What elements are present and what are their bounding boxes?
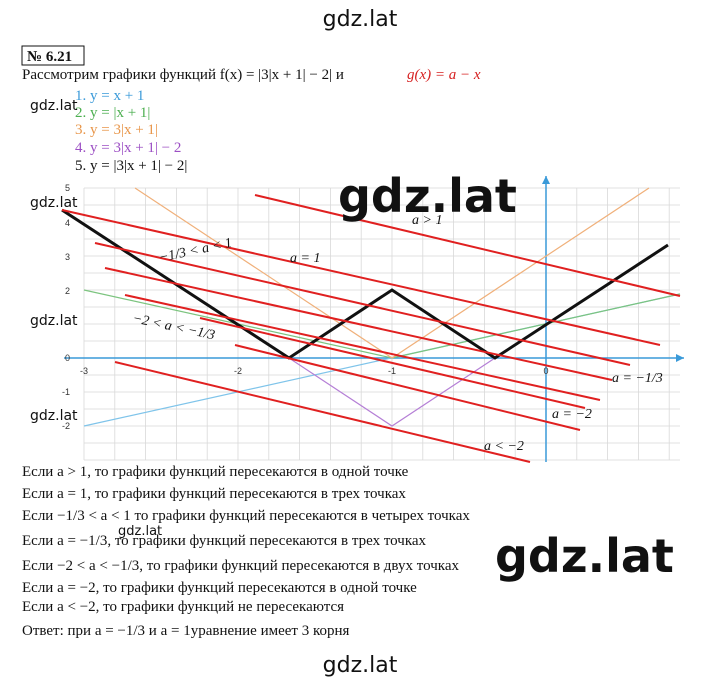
annotation: a = −1/3 — [612, 371, 663, 386]
function: 1. y = x + 1 — [75, 88, 144, 104]
y-tick-label: 2 — [65, 286, 70, 296]
graph-3 — [134, 187, 650, 359]
x-tick-label: 0 — [543, 366, 548, 376]
watermark: gdz.lat — [30, 313, 78, 329]
x-tick-label: -1 — [388, 366, 396, 376]
number-box — [21, 45, 85, 66]
conclusion: Если a = −2, то графики функций пересека… — [22, 580, 417, 596]
graph-4 — [288, 357, 496, 427]
x-tick-label: -3 — [80, 366, 88, 376]
conclusion: Если a < −2, то графики функций не перес… — [22, 599, 344, 615]
function: 3. y = 3|x + 1| — [75, 122, 158, 138]
y-tick-label: -2 — [62, 421, 70, 431]
watermark: gdz.lat — [118, 524, 162, 539]
watermark: gdz.lat — [323, 653, 398, 678]
watermark: gdz.lat — [30, 408, 78, 424]
conclusion: Если −2 < a < −1/3, то графики функций п… — [22, 558, 459, 574]
y-tick-label: 3 — [65, 252, 70, 262]
intro: Рассмотрим графики функций f(x) = |3|x +… — [22, 67, 344, 83]
watermark: gdz.lat — [30, 195, 78, 211]
x-tick-label: -2 — [234, 366, 242, 376]
function: 4. y = 3|x + 1| − 2 — [75, 140, 181, 156]
function: 2. y = |x + 1| — [75, 105, 150, 121]
intro-red: g(x) = a − x — [407, 67, 481, 83]
annotation: a = 1 — [290, 251, 320, 266]
y-tick-label: 0 — [65, 353, 70, 363]
conclusion: Если a = −1/3, то графики функций пересе… — [22, 533, 427, 549]
watermark: gdz.lat — [495, 529, 674, 583]
answer: Ответ: при a = −1/3 и a = 1уравнение име… — [22, 623, 350, 639]
y-tick-label: 5 — [65, 183, 70, 193]
watermark: gdz.lat — [323, 7, 398, 32]
watermark: gdz.lat — [338, 169, 517, 223]
conclusion: Если −1/3 < a < 1 то графики функций пер… — [22, 508, 470, 524]
conclusion: Если a = 1, то графики функций пересекаю… — [22, 486, 406, 502]
y-tick-label: 4 — [65, 218, 70, 228]
lines-g — [61, 194, 681, 463]
annotation: a < −2 — [484, 439, 524, 454]
watermark: gdz.lat — [30, 98, 78, 114]
y-tick-label: -1 — [62, 387, 70, 397]
annotation: a = −2 — [552, 407, 592, 422]
function: 5. y = |3|x + 1| − 2| — [75, 158, 187, 174]
annotation: a > 1 — [412, 213, 442, 228]
conclusion: Если a > 1, то графики функций пересекаю… — [22, 464, 409, 480]
task-number: № 6.21 — [27, 49, 72, 65]
